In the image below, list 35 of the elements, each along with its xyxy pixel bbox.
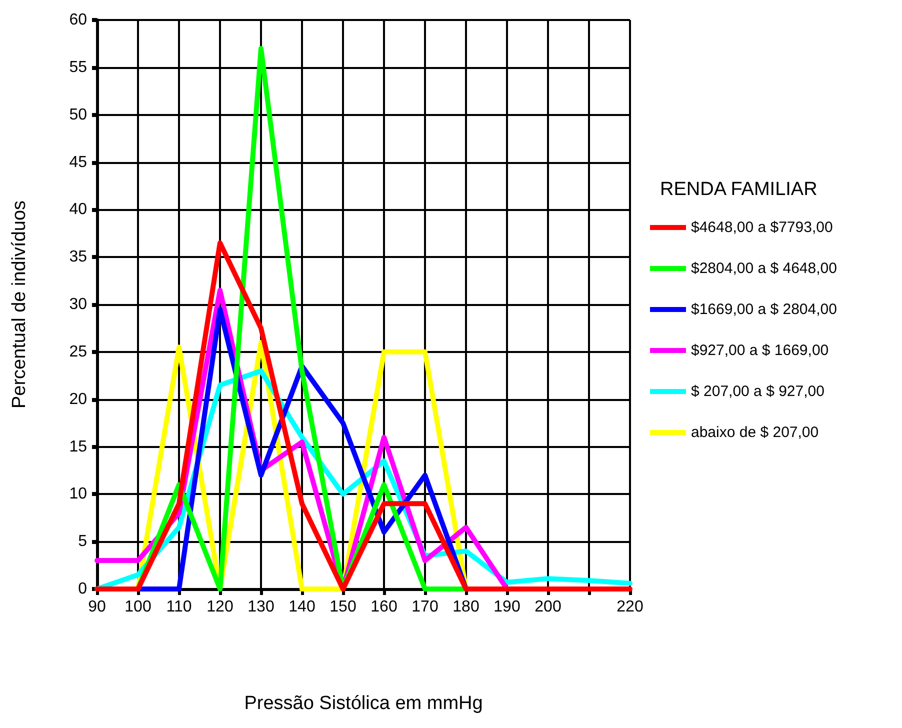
x-tick-label: 120 — [206, 598, 234, 616]
x-tick-label: 90 — [88, 598, 106, 616]
x-tick-label: 130 — [248, 598, 274, 616]
legend-label: $927,00 a $ 1669,00 — [691, 342, 829, 359]
y-tick-label: 20 — [69, 390, 88, 408]
x-tick-label: 200 — [534, 598, 562, 616]
y-tick-label: 30 — [69, 296, 88, 313]
x-tick-label: 170 — [412, 598, 438, 616]
x-tick-label: 110 — [166, 598, 192, 616]
x-tick-label: 220 — [616, 598, 644, 616]
legend-label: $ 207,00 a $ 927,00 — [691, 383, 824, 400]
x-axis-title: Pressão Sistólica em mmHg — [244, 693, 483, 714]
y-tick-label: 5 — [78, 533, 88, 550]
x-tick-label: 140 — [288, 598, 316, 616]
y-tick-label: 0 — [78, 580, 88, 598]
y-tick-label: 15 — [69, 438, 88, 456]
legend-label: $1669,00 a $ 2804,00 — [691, 301, 837, 318]
y-tick-label: 40 — [69, 201, 88, 218]
x-tick-label: 150 — [330, 598, 356, 616]
y-tick-label: 45 — [69, 154, 88, 171]
y-tick-label: 60 — [69, 12, 88, 28]
y-tick-label: 25 — [69, 343, 88, 360]
legend-label: abaixo de $ 207,00 — [691, 424, 819, 441]
y-tick-label: 50 — [69, 106, 88, 124]
legend-label: $4648,00 a $7793,00 — [691, 219, 833, 236]
legend-title: RENDA FAMILIAR — [660, 179, 818, 200]
x-tick-label: 160 — [370, 598, 398, 616]
x-tick-label: 190 — [494, 598, 520, 616]
legend-label: $2804,00 a $ 4648,00 — [691, 260, 837, 277]
y-tick-label: 10 — [69, 486, 88, 503]
x-tick-label: 100 — [124, 598, 152, 616]
y-axis-title: Percentual de indivíduos — [9, 200, 30, 409]
y-tick-label: 35 — [69, 248, 88, 266]
x-tick-label: 180 — [452, 598, 480, 616]
y-tick-label: 55 — [69, 58, 88, 76]
